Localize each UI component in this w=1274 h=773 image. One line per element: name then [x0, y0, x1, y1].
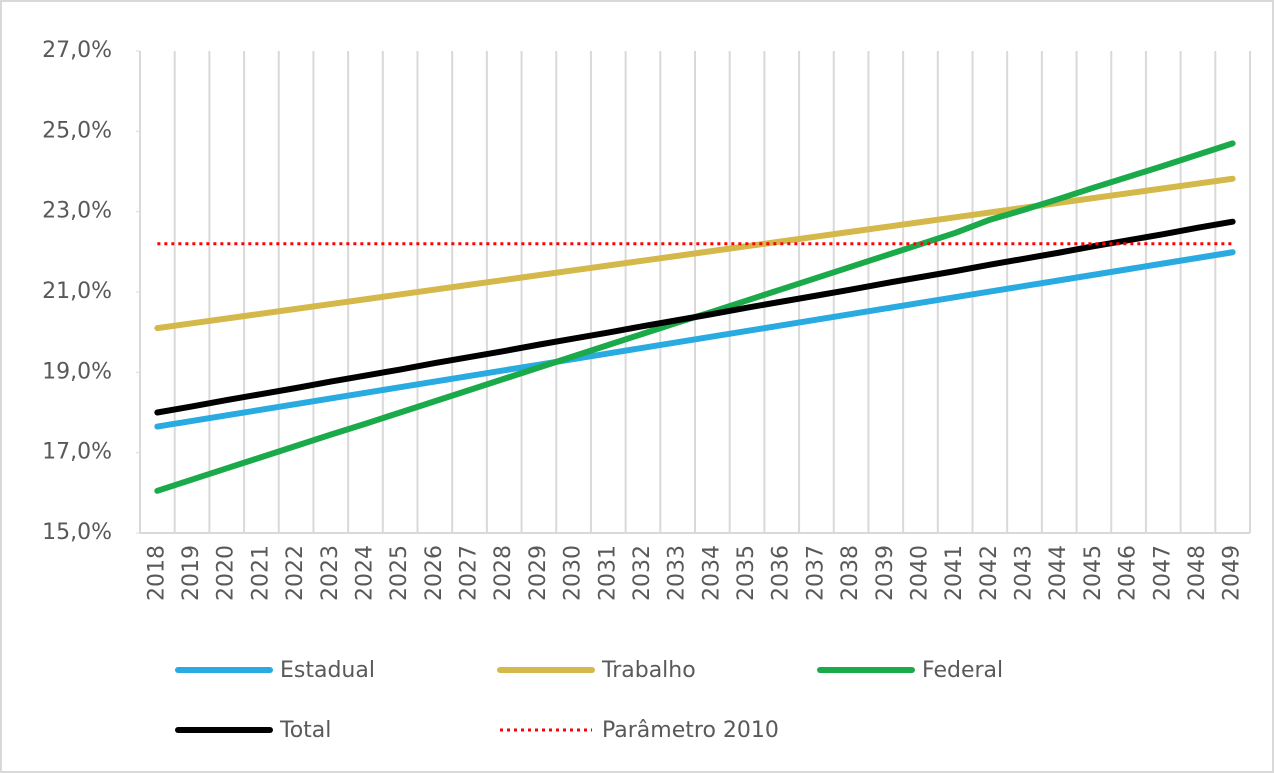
x-tick-label: 2023	[318, 545, 343, 601]
x-tick-label: 2032	[630, 545, 655, 601]
x-tick-label: 2033	[665, 545, 690, 601]
legend-label: Estadual	[280, 658, 375, 683]
x-tick-label: 2034	[699, 545, 724, 601]
x-tick-label: 2021	[248, 545, 273, 601]
x-tick-label: 2031	[595, 545, 620, 601]
legend-label: Parâmetro 2010	[602, 718, 779, 743]
y-tick-label: 19,0%	[42, 359, 112, 384]
legend-label: Total	[279, 718, 331, 743]
series-line	[154, 249, 1236, 430]
x-tick-label: 2030	[561, 545, 586, 601]
y-tick-label: 23,0%	[42, 199, 112, 224]
x-tick-label: 2046	[1116, 545, 1141, 601]
x-tick-label: 2036	[769, 545, 794, 601]
legend-label: Federal	[922, 658, 1003, 683]
y-tick-label: 27,0%	[42, 38, 112, 63]
x-tick-label: 2024	[352, 545, 377, 601]
x-tick-label: 2047	[1150, 545, 1175, 601]
x-tick-label: 2028	[491, 545, 516, 601]
x-tick-label: 2025	[387, 545, 412, 601]
x-tick-label: 2035	[734, 545, 759, 601]
x-tick-label: 2027	[457, 545, 482, 601]
series-line	[154, 218, 1236, 416]
x-tick-label: 2043	[1012, 545, 1037, 601]
legend-label: Trabalho	[601, 658, 696, 683]
x-tick-label: 2040	[907, 545, 932, 601]
x-tick-label: 2029	[526, 545, 551, 601]
y-tick-label: 21,0%	[42, 279, 112, 304]
y-tick-label: 15,0%	[42, 520, 112, 545]
x-tick-label: 2038	[838, 545, 863, 601]
x-tick-label: 2044	[1046, 545, 1071, 601]
x-tick-label: 2048	[1185, 545, 1210, 601]
y-tick-label: 25,0%	[42, 118, 112, 143]
x-tick-label: 2045	[1081, 545, 1106, 601]
y-tick-label: 17,0%	[42, 440, 112, 465]
x-tick-label: 2020	[214, 545, 239, 601]
x-tick-label: 2041	[942, 545, 967, 601]
x-tick-label: 2039	[873, 545, 898, 601]
x-tick-label: 2037	[803, 545, 828, 601]
x-tick-label: 2049	[1220, 545, 1245, 601]
x-tick-label: 2042	[977, 545, 1002, 601]
x-tick-label: 2018	[144, 545, 169, 601]
x-tick-label: 2026	[422, 545, 447, 601]
x-tick-label: 2019	[179, 545, 204, 601]
x-tick-label: 2022	[283, 545, 308, 601]
